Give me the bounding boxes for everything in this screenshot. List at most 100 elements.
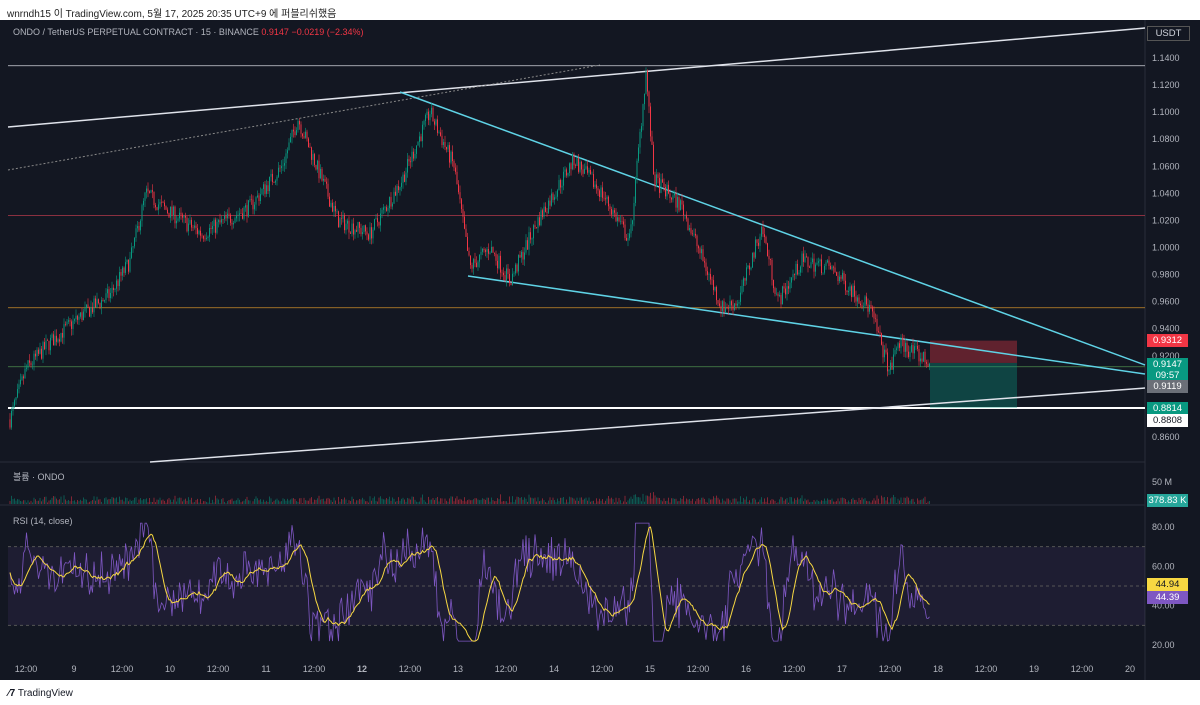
volume-bar bbox=[99, 499, 101, 504]
candle-body bbox=[576, 158, 578, 166]
candle-body bbox=[465, 228, 467, 237]
candle-body bbox=[921, 358, 923, 362]
candle-body bbox=[641, 126, 642, 132]
candle-body bbox=[414, 153, 416, 159]
volume-bar bbox=[132, 500, 134, 504]
volume-bar bbox=[239, 499, 240, 504]
candle-body bbox=[494, 252, 495, 254]
candle-body bbox=[24, 368, 26, 379]
candle-body bbox=[441, 135, 443, 145]
time-tick: 12:00 bbox=[399, 664, 422, 674]
candle-body bbox=[39, 348, 41, 354]
volume-bar bbox=[269, 496, 270, 504]
volume-bar bbox=[51, 497, 53, 504]
candle-body bbox=[770, 259, 771, 261]
candle-body bbox=[645, 70, 647, 94]
candle-body bbox=[170, 206, 171, 218]
candle-body bbox=[912, 345, 914, 354]
volume-bar bbox=[692, 498, 693, 504]
volume-bar bbox=[155, 502, 156, 504]
volume-bar bbox=[791, 497, 792, 504]
candle-body bbox=[386, 207, 387, 211]
volume-bar bbox=[764, 498, 765, 504]
volume-bar bbox=[177, 498, 179, 504]
volume-bar bbox=[33, 497, 35, 504]
candle-body bbox=[900, 337, 902, 348]
volume-bar bbox=[300, 498, 302, 504]
volume-bar bbox=[305, 500, 306, 504]
candle-body bbox=[227, 213, 228, 219]
candle-body bbox=[105, 293, 107, 301]
chart-area[interactable]: 1.1400 1.1200 1.1000 1.0800 1.0600 1.0400 1.02… bbox=[0, 20, 1200, 680]
volume-bar bbox=[48, 500, 50, 504]
candle-body bbox=[678, 197, 680, 211]
volume-bar bbox=[783, 500, 785, 504]
candle-body bbox=[908, 351, 909, 358]
candle-body bbox=[471, 265, 473, 269]
volume-bar bbox=[851, 499, 852, 504]
volume-bar bbox=[365, 501, 366, 504]
volume-bar bbox=[471, 500, 473, 504]
tradingview-logo: ⁄7 TradingView bbox=[8, 688, 73, 699]
candle-body bbox=[707, 271, 708, 275]
volume-bar bbox=[431, 499, 432, 504]
candle-body bbox=[287, 150, 288, 154]
candle-body bbox=[888, 369, 890, 372]
volume-bar bbox=[623, 501, 624, 504]
candle-body bbox=[924, 351, 926, 363]
candle-body bbox=[297, 121, 299, 131]
candle-body bbox=[548, 200, 549, 213]
candle-body bbox=[672, 195, 674, 200]
candle-body bbox=[741, 285, 743, 293]
candle-body bbox=[677, 197, 678, 208]
volume-bar bbox=[245, 498, 246, 504]
candle-body bbox=[789, 282, 791, 289]
volume-bar bbox=[717, 497, 719, 504]
volume-bar bbox=[557, 498, 558, 504]
candle-body bbox=[378, 222, 380, 226]
volume-bar bbox=[279, 501, 281, 504]
candle-body bbox=[218, 220, 219, 222]
volume-bar bbox=[273, 500, 275, 504]
volume-bar bbox=[575, 500, 576, 504]
candle-body bbox=[537, 217, 539, 229]
volume-bar bbox=[792, 501, 794, 504]
candle-body bbox=[32, 364, 33, 366]
chart-canvas[interactable]: 1.1400 1.1200 1.1000 1.0800 1.0600 1.0400 1.02… bbox=[0, 20, 1200, 680]
candle-body bbox=[483, 248, 485, 251]
volume-bar bbox=[401, 498, 402, 504]
currency-button[interactable]: USDT bbox=[1147, 26, 1190, 41]
candle-body bbox=[203, 235, 204, 239]
candle-body bbox=[429, 114, 431, 121]
volume-bar bbox=[873, 498, 875, 504]
time-tick: 12:00 bbox=[783, 664, 806, 674]
candle-body bbox=[738, 301, 740, 304]
volume-bar bbox=[399, 500, 401, 504]
volume-bar bbox=[816, 499, 818, 504]
candle-body bbox=[708, 274, 710, 275]
volume-bar bbox=[288, 500, 290, 504]
volume-bar bbox=[68, 499, 69, 504]
volume-bar bbox=[371, 500, 372, 504]
candle-body bbox=[863, 306, 864, 308]
candle-body bbox=[749, 265, 750, 270]
volume-bar bbox=[827, 498, 828, 504]
volume-bar bbox=[297, 501, 299, 504]
volume-bar bbox=[708, 498, 710, 504]
time-tick: 15 bbox=[645, 664, 655, 674]
volume-bar bbox=[896, 503, 897, 504]
candle-body bbox=[261, 189, 263, 195]
volume-bar bbox=[599, 498, 600, 504]
volume-bar bbox=[738, 501, 740, 504]
candle-body bbox=[432, 107, 434, 122]
candle-body bbox=[855, 296, 857, 302]
falling-support-line bbox=[467, 275, 1146, 375]
price-tick: 0.9800 bbox=[1152, 270, 1180, 280]
stop-loss-zone bbox=[930, 340, 1017, 363]
volume-bar bbox=[309, 498, 311, 504]
volume-bar bbox=[408, 498, 410, 504]
volume-bar bbox=[882, 497, 884, 504]
volume-bar bbox=[758, 501, 759, 504]
candle-body bbox=[260, 194, 261, 201]
volume-bar bbox=[624, 495, 626, 504]
